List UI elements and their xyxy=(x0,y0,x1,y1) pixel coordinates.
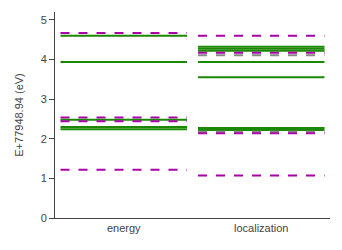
svg-text:localization: localization xyxy=(234,222,288,234)
svg-text:3: 3 xyxy=(41,93,47,105)
svg-text:1: 1 xyxy=(41,172,47,184)
svg-text:E+77948.94 (eV): E+77948.94 (eV) xyxy=(13,73,25,156)
svg-text:energy: energy xyxy=(107,222,141,234)
svg-text:0: 0 xyxy=(41,212,47,224)
svg-text:5: 5 xyxy=(41,14,47,26)
svg-text:4: 4 xyxy=(41,53,47,65)
svg-text:2: 2 xyxy=(41,133,47,145)
